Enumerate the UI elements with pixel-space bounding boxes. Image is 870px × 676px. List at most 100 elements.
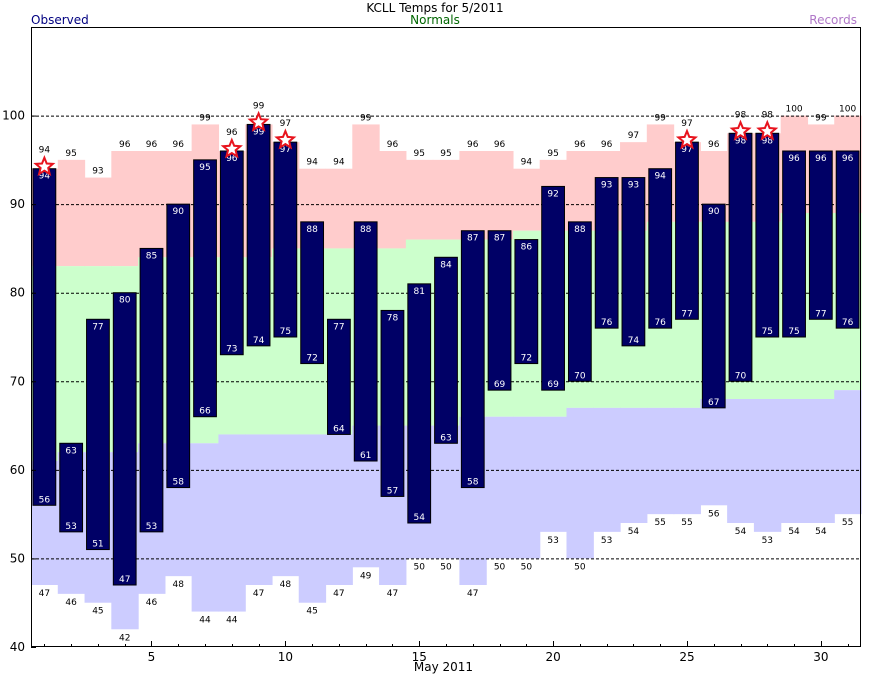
record-high-label: 96 — [494, 140, 506, 150]
record-low-label: 54 — [628, 527, 640, 537]
observed-low-label: 54 — [413, 513, 425, 523]
record-low-label: 46 — [146, 598, 158, 608]
y-tick-label: 90 — [10, 197, 25, 211]
above-normal-band — [111, 151, 139, 267]
observed-high-label: 96 — [842, 154, 854, 164]
record-high-label: 96 — [574, 140, 586, 150]
above-normal-band — [486, 151, 514, 240]
observed-low-label: 56 — [39, 495, 51, 505]
observed-bar — [460, 230, 485, 489]
record-high-label: 96 — [601, 140, 613, 150]
record-high-star — [274, 128, 297, 150]
record-low-label: 53 — [547, 536, 558, 546]
observed-high-label: 90 — [173, 207, 185, 217]
below-normal-band — [539, 416, 568, 532]
record-low-label: 49 — [360, 571, 372, 581]
record-low-label: 50 — [440, 562, 452, 572]
observed-high-label: 96 — [226, 154, 238, 164]
observed-high-label: 87 — [467, 234, 478, 244]
below-normal-band — [432, 425, 460, 559]
record-high-label: 95 — [547, 149, 558, 159]
below-normal-band — [727, 399, 755, 523]
observed-low-label: 74 — [628, 336, 640, 346]
record-high-label: 94 — [306, 158, 318, 168]
record-low-label: 55 — [681, 518, 692, 528]
observed-bar — [246, 123, 271, 347]
observed-low-label: 51 — [92, 540, 103, 550]
observed-low-label: 76 — [842, 318, 854, 328]
observed-low-label: 72 — [521, 354, 532, 364]
observed-high-label: 77 — [333, 322, 344, 332]
x-tick-label: 15 — [412, 650, 427, 664]
record-high-label: 99 — [815, 113, 827, 123]
normal-band — [57, 266, 86, 453]
record-low-label: 45 — [306, 607, 317, 617]
observed-bar — [782, 150, 806, 338]
record-low-label: 54 — [735, 527, 747, 537]
y-tick-label: 100 — [2, 109, 25, 123]
record-high-label: 96 — [387, 140, 399, 150]
observed-bar — [514, 239, 539, 365]
observed-high-label: 90 — [708, 207, 720, 217]
record-low-label: 44 — [226, 616, 238, 626]
record-low-label: 54 — [815, 527, 827, 537]
record-low-label: 42 — [119, 633, 130, 643]
observed-bar — [621, 177, 646, 347]
observed-low-label: 66 — [199, 407, 211, 417]
record-low-label: 50 — [494, 562, 506, 572]
observed-low-label: 74 — [253, 336, 265, 346]
record-low-label: 47 — [467, 589, 478, 599]
observed-high-label: 86 — [521, 243, 533, 253]
below-normal-band — [780, 399, 809, 523]
below-normal-band — [486, 416, 514, 559]
observed-low-label: 61 — [360, 451, 371, 461]
observed-bar — [139, 247, 164, 533]
observed-low-label: 64 — [333, 424, 345, 434]
below-normal-band — [620, 407, 648, 523]
below-normal-band — [271, 434, 300, 577]
observed-bar — [648, 168, 673, 329]
observed-high-label: 81 — [413, 287, 424, 297]
observed-high-label: 88 — [360, 225, 372, 235]
observed-high-label: 96 — [788, 154, 800, 164]
observed-bar — [728, 132, 753, 382]
y-tick-label: 50 — [10, 551, 25, 565]
observed-low-label: 57 — [387, 486, 398, 496]
above-normal-band — [57, 159, 86, 267]
record-high-label: 95 — [440, 149, 451, 159]
observed-bar — [567, 221, 592, 382]
record-low-label: 53 — [601, 536, 612, 546]
record-high-label: 96 — [146, 140, 158, 150]
record-high-star — [675, 128, 698, 150]
record-high-star — [33, 155, 56, 177]
below-normal-band — [807, 399, 835, 523]
below-normal-band — [834, 390, 862, 515]
observed-low-label: 76 — [601, 318, 613, 328]
record-high-star — [756, 119, 779, 141]
y-tick-label: 70 — [10, 374, 25, 388]
observed-low-label: 77 — [681, 309, 692, 319]
observed-high-label: 92 — [547, 189, 558, 199]
y-tick-label: 80 — [10, 286, 25, 300]
observed-low-label: 58 — [173, 478, 185, 488]
observed-bar — [675, 141, 699, 320]
observed-bar — [701, 203, 726, 409]
observed-low-label: 47 — [119, 575, 130, 585]
observed-bar — [407, 283, 432, 524]
record-high-label: 98 — [762, 110, 774, 120]
observed-bar — [193, 159, 217, 418]
observed-low-label: 77 — [815, 309, 826, 319]
record-high-label: 96 — [119, 140, 131, 150]
observed-high-label: 93 — [601, 181, 612, 191]
record-high-label: 94 — [333, 158, 345, 168]
observed-high-label: 77 — [92, 322, 103, 332]
record-low-label: 45 — [92, 607, 103, 617]
observed-high-label: 98 — [735, 136, 747, 146]
above-normal-band — [459, 151, 487, 240]
above-normal-band — [84, 177, 112, 267]
observed-bar — [59, 442, 84, 533]
record-low-label: 48 — [173, 580, 185, 590]
x-tick-label: 5 — [148, 650, 156, 664]
record-low-label: 56 — [708, 509, 720, 519]
